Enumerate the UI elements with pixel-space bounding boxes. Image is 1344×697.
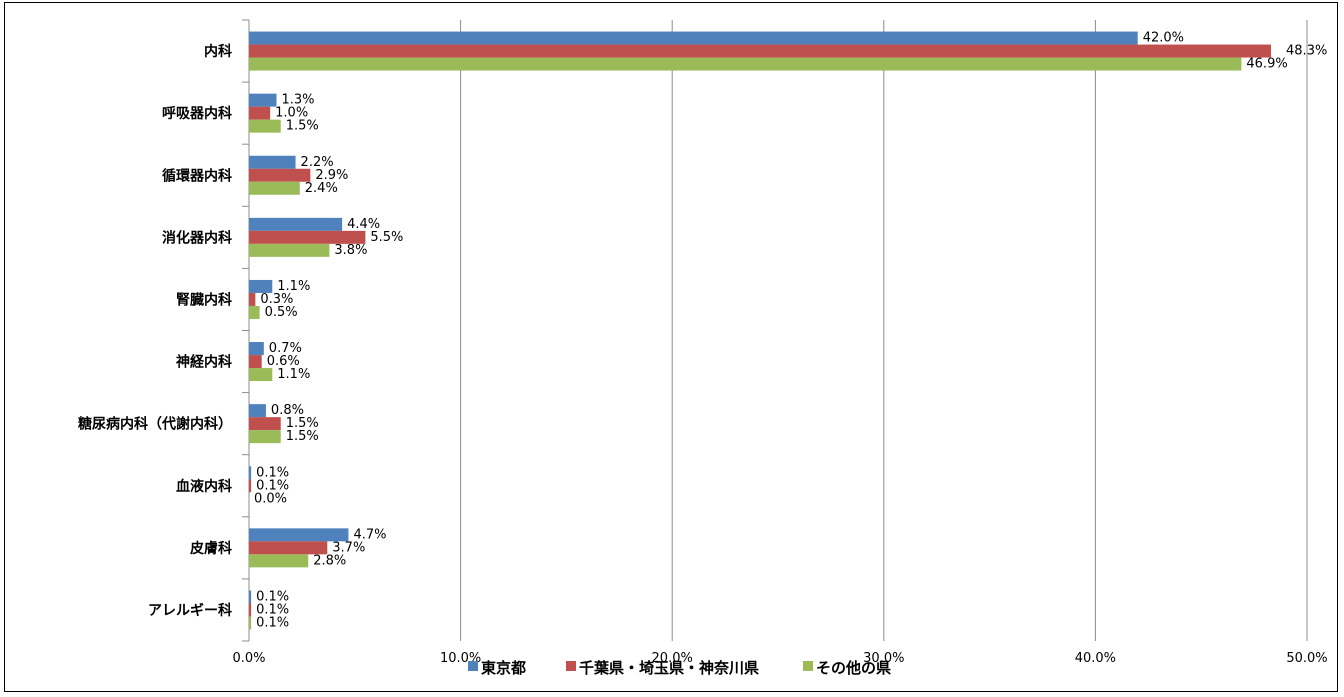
bar	[249, 168, 311, 182]
legend-swatch	[468, 661, 478, 671]
data-label: 0.1%	[256, 465, 289, 480]
data-label: 5.5%	[370, 230, 403, 245]
category-label: 循環器内科	[162, 167, 232, 184]
legend-swatch	[803, 661, 813, 671]
x-tick-label: 50.0%	[1286, 651, 1327, 666]
category-label: 皮膚科	[189, 540, 232, 557]
bar	[249, 292, 256, 306]
category-label: 腎臓内科	[176, 291, 232, 308]
bar	[249, 44, 1272, 58]
legend-label: 東京都	[481, 659, 526, 677]
bar	[249, 355, 262, 369]
bar	[249, 106, 271, 120]
data-label: 1.3%	[282, 93, 315, 108]
category-label: 神経内科	[176, 354, 232, 371]
category-label: アレルギー科	[148, 602, 232, 619]
data-label: 0.1%	[256, 615, 289, 630]
category-label: 血液内科	[176, 478, 232, 495]
bar	[249, 155, 296, 169]
bar	[249, 479, 252, 493]
category-label: 糖尿病内科（代謝内科）	[78, 416, 232, 433]
data-label: 2.2%	[301, 155, 334, 170]
bar	[249, 590, 252, 604]
data-label: 0.0%	[254, 491, 287, 506]
x-tick-label: 30.0%	[863, 651, 904, 666]
data-label: 3.7%	[332, 540, 365, 555]
data-label: 1.5%	[286, 429, 319, 444]
bar	[249, 342, 264, 356]
data-label: 2.8%	[313, 553, 346, 568]
x-tick-label: 20.0%	[652, 651, 693, 666]
data-label: 1.0%	[275, 106, 308, 121]
bar	[249, 528, 349, 542]
bar	[249, 93, 277, 107]
bar	[249, 554, 309, 568]
category-label: 呼吸器内科	[162, 105, 232, 122]
data-label: 2.9%	[315, 168, 348, 183]
x-tick-label: 40.0%	[1075, 651, 1116, 666]
category-label: 消化器内科	[162, 229, 232, 246]
legend-label: 千葉県・埼玉県・神奈川県	[579, 659, 759, 677]
bar	[249, 368, 273, 382]
data-label: 42.0%	[1143, 31, 1184, 46]
bar	[249, 230, 366, 244]
x-tick-label: 0.0%	[232, 651, 265, 666]
bar	[249, 217, 343, 231]
bar	[249, 243, 330, 257]
legend-label: その他の県	[816, 659, 891, 677]
data-label: 0.1%	[256, 589, 289, 604]
data-label: 0.8%	[271, 403, 304, 418]
bar	[249, 603, 252, 617]
bar	[249, 119, 281, 133]
data-label: 3.8%	[334, 243, 367, 258]
bar	[249, 430, 281, 444]
data-label: 1.1%	[277, 279, 310, 294]
bar	[249, 541, 328, 555]
data-label: 0.3%	[260, 292, 293, 307]
data-label: 0.1%	[256, 602, 289, 617]
data-label: 4.7%	[353, 527, 386, 542]
data-label: 1.5%	[286, 416, 319, 431]
bar	[249, 31, 1138, 45]
bar	[249, 417, 281, 431]
legend-swatch	[566, 661, 576, 671]
category-label: 内科	[204, 43, 232, 60]
bar	[249, 404, 266, 418]
data-label: 0.6%	[267, 354, 300, 369]
bar	[249, 57, 1242, 71]
bar	[249, 305, 260, 319]
bar	[249, 466, 252, 480]
data-label: 2.4%	[305, 181, 338, 196]
data-label: 1.1%	[277, 367, 310, 382]
data-label: 0.5%	[265, 305, 298, 320]
data-label: 0.7%	[269, 341, 302, 356]
chart-frame	[4, 2, 1338, 692]
data-label: 46.9%	[1246, 57, 1287, 72]
bar	[249, 616, 252, 630]
data-label: 4.4%	[347, 217, 380, 232]
data-label: 0.1%	[256, 478, 289, 493]
data-label: 48.3%	[1286, 44, 1327, 59]
data-label: 1.5%	[286, 119, 319, 134]
bar	[249, 181, 300, 195]
bar	[249, 279, 273, 293]
